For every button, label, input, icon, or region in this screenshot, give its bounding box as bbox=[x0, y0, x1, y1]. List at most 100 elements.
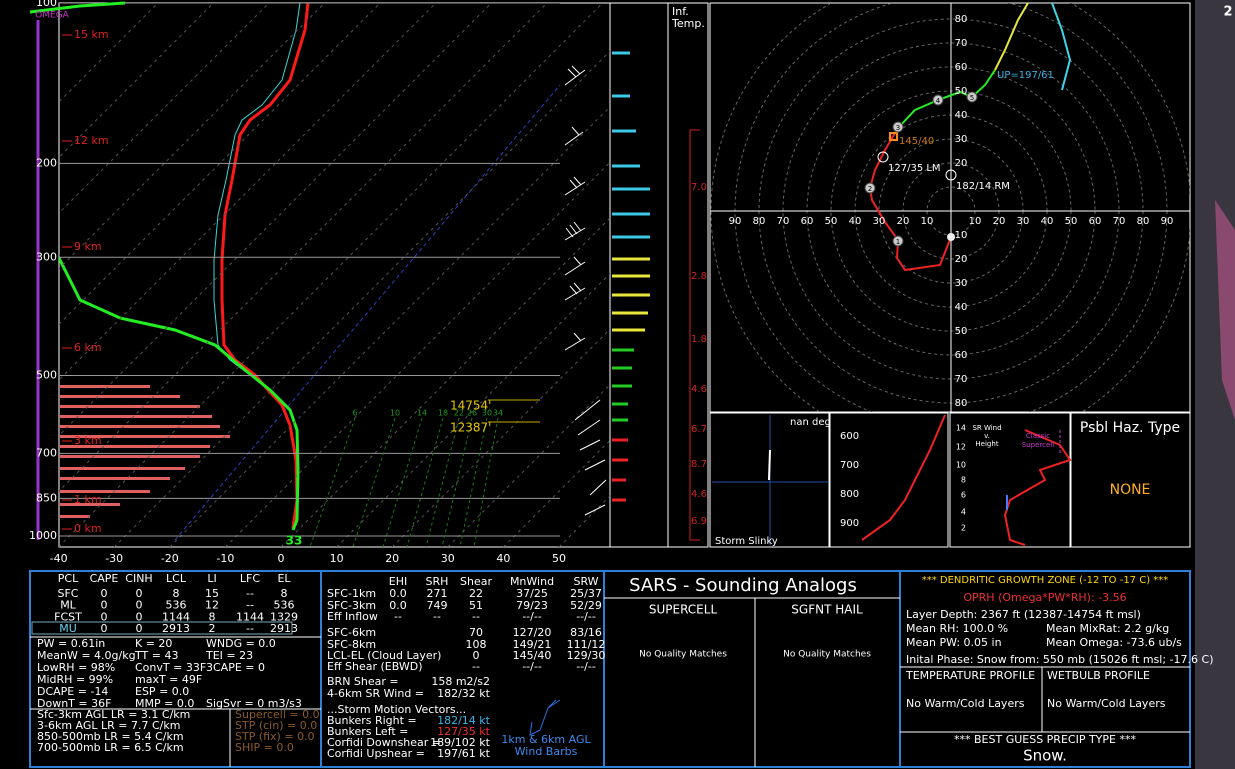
profile-result: No Warm/Cold Layers bbox=[906, 697, 1025, 710]
mixing-ratio-label: 10 bbox=[390, 409, 400, 418]
height-marker-label: 2 bbox=[868, 185, 872, 193]
ring-label: 80 bbox=[753, 216, 766, 227]
ring-label: 70 bbox=[777, 216, 790, 227]
height-label: 6 km bbox=[74, 341, 102, 354]
isotherm bbox=[59, 3, 492, 437]
index: ConvT = 33F bbox=[135, 661, 206, 674]
kin-value: --/-- bbox=[522, 610, 542, 623]
parcel-cell: 8 bbox=[173, 587, 180, 600]
lapse-rate: 700-500mb LR = 6.5 C/km bbox=[37, 741, 184, 754]
isotherm bbox=[59, 3, 437, 381]
kin-value: 271 bbox=[427, 587, 448, 600]
barb-legend: 1km & 6km AGL bbox=[501, 733, 591, 746]
wetbulb-line bbox=[174, 84, 561, 541]
upshear-label: UP=197/61 bbox=[997, 70, 1054, 81]
surface-temp: 33 bbox=[286, 534, 303, 548]
motion-label: Corfidi Upshear = bbox=[327, 747, 425, 760]
ring-label: 70 bbox=[955, 374, 968, 385]
kin-value: 0.0 bbox=[389, 599, 407, 612]
hazard-frame bbox=[1070, 412, 1191, 548]
thetae-label: 700 bbox=[840, 460, 859, 471]
parcel-header: LCL bbox=[166, 572, 187, 585]
height-label: 12 km bbox=[74, 134, 109, 147]
isotherm bbox=[59, 3, 325, 270]
parcel-cell: 2913 bbox=[162, 622, 190, 635]
dgz-line: Mean MixRat: 2.2 g/kg bbox=[1046, 622, 1169, 635]
omega-bars bbox=[60, 385, 230, 518]
profile-header: WETBULB PROFILE bbox=[1047, 669, 1150, 682]
temp-label: 0 bbox=[278, 552, 285, 565]
mean-wind-label: 145/40 bbox=[899, 136, 934, 147]
srwind-tick: 14 bbox=[956, 424, 966, 433]
dgz-oprh: OPRH (Omega*PW*RH): -3.56 bbox=[963, 591, 1126, 604]
dgz-line: Mean PW: 0.05 in bbox=[906, 636, 1002, 649]
inftemp-label: 6.9 bbox=[691, 516, 707, 527]
motion-value: 127/35 kt bbox=[437, 725, 491, 738]
inftemp-label: 4.6 bbox=[691, 489, 707, 500]
parcel-cell: 15 bbox=[205, 587, 219, 600]
parcel-cell: 0 bbox=[136, 587, 143, 600]
isotherm bbox=[391, 328, 610, 547]
dewpoint-profile bbox=[59, 254, 300, 531]
side-window-art bbox=[1215, 200, 1235, 420]
kin-header: Shear bbox=[460, 575, 492, 588]
pressure-label: 300 bbox=[36, 250, 57, 263]
dgz-label: 14754' bbox=[450, 399, 491, 413]
motion-label: Bunkers Right = bbox=[327, 714, 417, 727]
inftemp-label: 7.0 bbox=[691, 182, 707, 193]
wind-barbs bbox=[564, 65, 607, 516]
motion-value: 182/14 kt bbox=[437, 714, 491, 727]
dgz-line: Mean RH: 100.0 % bbox=[906, 622, 1008, 635]
index: TEI = 23 bbox=[205, 649, 253, 662]
inftemp-bracket bbox=[689, 129, 700, 541]
mixing-ratio-label: 18 bbox=[438, 409, 448, 418]
thetae-label: 900 bbox=[840, 518, 859, 529]
side-label: 2 bbox=[1223, 5, 1232, 20]
omega-label: OMEGA bbox=[35, 11, 70, 21]
ring-label: 80 bbox=[955, 398, 968, 409]
isotherm bbox=[59, 3, 270, 214]
barb-legend: Wind Barbs bbox=[515, 745, 578, 758]
lapse-rate: Sfc-3km AGL LR = 3.1 C/km bbox=[37, 708, 190, 721]
kin-value: -- bbox=[433, 610, 441, 623]
temp-label: 20 bbox=[385, 552, 399, 565]
sars-header: SGFNT HAIL bbox=[791, 603, 863, 617]
pressure-label: 100 bbox=[36, 0, 57, 9]
inftemp-title: Temp. bbox=[671, 17, 705, 30]
parcel-cell: 2913 bbox=[270, 622, 298, 635]
parcel-cell: 12 bbox=[205, 599, 219, 612]
ring-label: 60 bbox=[955, 62, 968, 73]
parcel-cell: MU bbox=[59, 622, 77, 635]
isotherm bbox=[59, 3, 603, 547]
inftemp-label: 2.8 bbox=[691, 271, 707, 282]
parcel-cell: 0 bbox=[101, 622, 108, 635]
slinky-direction: nan deg bbox=[790, 417, 831, 428]
ring-label: 50 bbox=[955, 326, 968, 337]
mixing-ratio-label: 6 bbox=[352, 409, 357, 418]
index: maxT = 49F bbox=[135, 673, 202, 686]
kin-value: 108 bbox=[466, 638, 487, 651]
ring-label: 20 bbox=[955, 254, 968, 265]
kin-label: SFC-1km bbox=[327, 587, 376, 600]
parcel-header: PCL bbox=[58, 572, 79, 585]
kin-label: BRN Shear = bbox=[327, 675, 399, 688]
index: MeanW = 4.0g/kg bbox=[37, 649, 136, 662]
ring-label: 40 bbox=[1041, 216, 1054, 227]
kin-header: SRW bbox=[573, 575, 598, 588]
hodo-layer bbox=[710, 3, 1190, 412]
inftemp-label: 1.8 bbox=[691, 334, 707, 345]
height-marker-label: 1 bbox=[896, 238, 900, 246]
pressure-label: 200 bbox=[36, 156, 57, 169]
isotherm bbox=[59, 3, 548, 492]
height-marker bbox=[892, 235, 904, 247]
mixing-ratio-line bbox=[309, 417, 356, 548]
parcel-cell: 1329 bbox=[270, 610, 298, 623]
temp-label: -40 bbox=[50, 552, 68, 565]
mixing-ratio-line bbox=[473, 417, 499, 548]
ring-label: 60 bbox=[955, 350, 968, 361]
dewpoint-top bbox=[29, 1, 126, 14]
parcel-cell: 8 bbox=[281, 587, 288, 600]
ring-label: 30 bbox=[955, 134, 968, 145]
kin-value: -- bbox=[394, 610, 402, 623]
parcel-header: CAPE bbox=[90, 572, 119, 585]
